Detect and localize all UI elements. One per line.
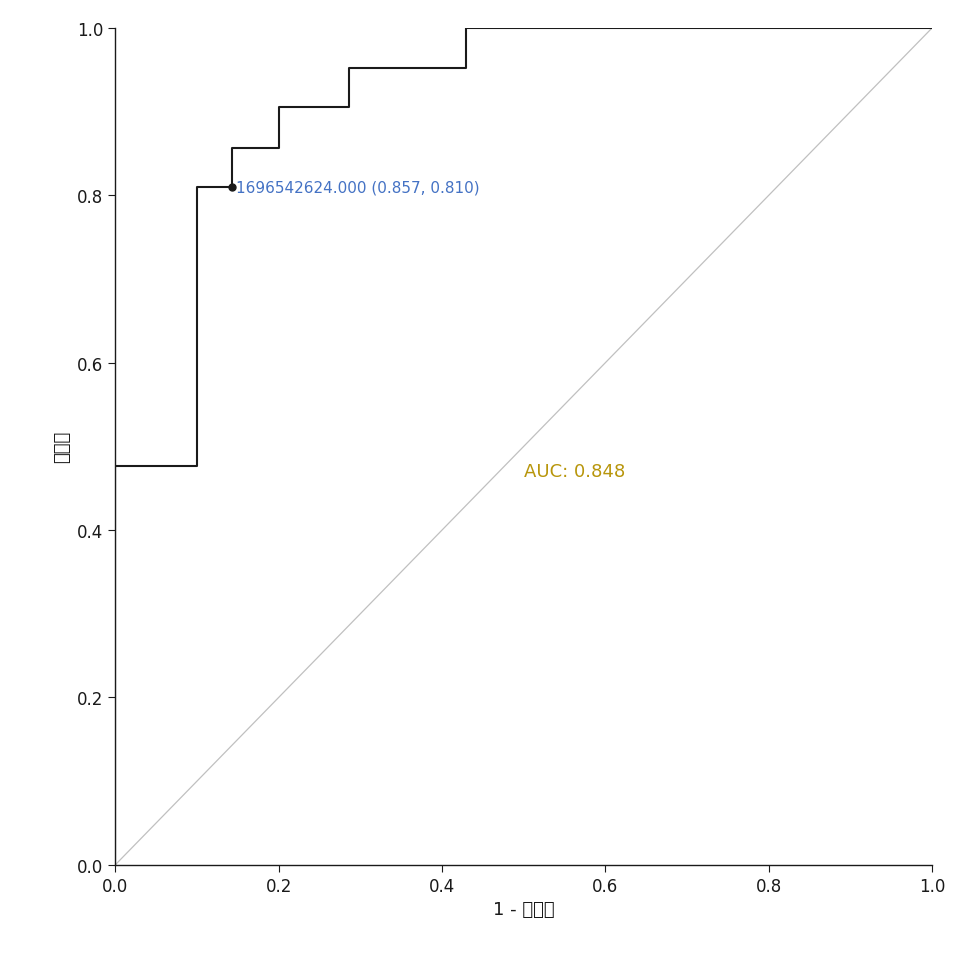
Text: 1696542624.000 (0.857, 0.810): 1696542624.000 (0.857, 0.810) xyxy=(236,181,480,195)
Y-axis label: 敏感性: 敏感性 xyxy=(54,431,71,463)
X-axis label: 1 - 特异性: 1 - 特异性 xyxy=(493,900,554,918)
Text: AUC: 0.848: AUC: 0.848 xyxy=(524,463,625,480)
